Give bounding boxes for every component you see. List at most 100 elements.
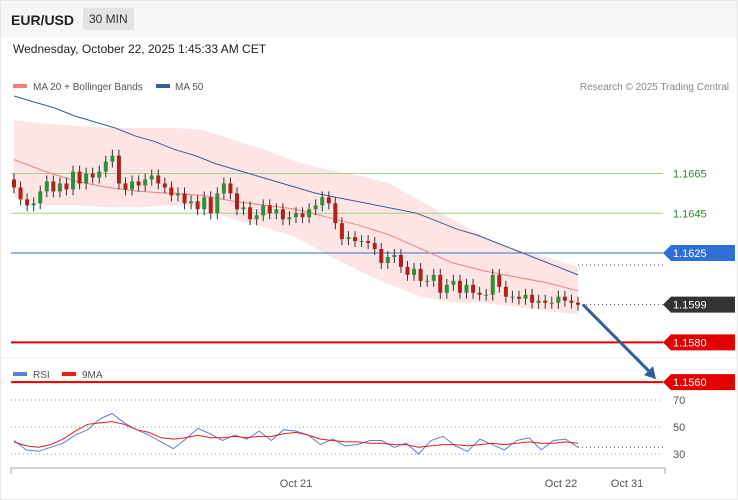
candle-body [241, 207, 246, 210]
ma20-legend-label: MA 20 + Bollinger Bands [33, 82, 143, 93]
candle-body [405, 266, 410, 275]
candle-body [130, 181, 135, 190]
candle-body [510, 296, 515, 298]
x-tick-label: Oct 31 [611, 478, 643, 490]
candle-body [25, 199, 30, 206]
candle-body [18, 187, 23, 200]
candle-body [274, 209, 279, 214]
forecast-arrow [581, 303, 656, 380]
candle-body [228, 183, 233, 194]
candle-body [234, 193, 239, 210]
candle-body [346, 237, 351, 240]
candle-body [97, 171, 102, 178]
candle-body [464, 284, 469, 293]
candle-body [569, 300, 574, 303]
x-axis: Oct 21 Oct 22 Oct 31 [10, 467, 666, 490]
candle-body [31, 203, 36, 206]
candle-body [536, 300, 541, 303]
candle-body [261, 205, 266, 216]
candle-body [175, 193, 180, 196]
rsi-panel: 70 50 30 [11, 395, 685, 461]
last-price-label: 1.1599 [673, 300, 707, 312]
candle-body [110, 155, 115, 162]
candle-body [51, 181, 56, 192]
forecast-arrow-shaft [581, 303, 653, 375]
candle-body [497, 274, 502, 287]
candle-body [136, 181, 141, 186]
candle-body [333, 203, 338, 224]
candle-body [549, 302, 554, 304]
candle-body [366, 241, 371, 244]
research-credit: Research © 2025 Trading Central [580, 82, 729, 93]
rsi-tick-30: 30 [673, 449, 685, 461]
rsi-legend: RSI 9MA [13, 370, 103, 381]
candle-body [326, 197, 331, 204]
candle-body [516, 296, 521, 299]
candle-body [471, 284, 476, 293]
chart-datetime: Wednesday, October 22, 2025 1:45:33 AM C… [13, 42, 267, 56]
candle-body [339, 223, 344, 240]
rsi-ma-swatch [62, 372, 76, 376]
candle-body [84, 173, 89, 184]
candle-body [71, 171, 76, 190]
candle-body [44, 181, 49, 192]
timeframe-badge[interactable]: 30 MIN [83, 8, 134, 30]
candle-body [182, 193, 187, 204]
candle-body [477, 292, 482, 295]
rsi-tick-50: 50 [673, 422, 685, 434]
price-legend: MA 20 + Bollinger Bands MA 50 Research ©… [13, 82, 729, 93]
candle-body [195, 201, 200, 210]
last-price-tag [663, 296, 735, 313]
candle-body [208, 197, 213, 214]
forecast-arrow-head [644, 366, 656, 380]
candle-body [313, 205, 318, 210]
candle-body [300, 213, 305, 218]
candle-body [556, 296, 561, 303]
pivot-label: 1.1625 [673, 248, 707, 260]
target-tag-4 [663, 334, 735, 351]
candle-body [490, 274, 495, 295]
candle-body [103, 161, 108, 172]
candle-body [64, 183, 69, 190]
candle-body [123, 183, 128, 190]
candles [12, 149, 580, 311]
candle-body [116, 155, 121, 184]
candle-body [562, 296, 567, 301]
candle-body [162, 183, 167, 188]
candle-body [169, 187, 174, 196]
candle-body [90, 173, 95, 178]
candle-body [359, 241, 364, 243]
ma20-swatch [13, 84, 27, 88]
resistance-label-0: 1.1665 [673, 169, 707, 181]
candle-body [156, 175, 161, 184]
candle-body [444, 284, 449, 293]
candle-body [254, 215, 259, 220]
rsi-tick-70: 70 [673, 395, 685, 407]
candle-body [372, 243, 377, 250]
candle-body [425, 280, 430, 282]
candle-body [294, 213, 298, 218]
candle-body [438, 274, 443, 293]
candle-body [543, 300, 548, 303]
candle-body [57, 183, 62, 192]
ma50-legend-label: MA 50 [175, 82, 204, 93]
candle-body [379, 249, 384, 263]
x-tick-label: Oct 22 [545, 478, 577, 490]
symbol-label: EUR/USD [11, 12, 75, 28]
candle-body [353, 237, 358, 242]
candle-body [484, 294, 489, 296]
candle-body [189, 201, 194, 204]
rsi-legend-label: RSI [33, 370, 50, 381]
candle-body [320, 197, 325, 206]
ma50-line [13, 95, 579, 276]
candle-body [398, 255, 403, 267]
candle-body [77, 171, 82, 184]
candle-body [248, 207, 253, 220]
candle-body [457, 280, 462, 293]
candle-body [267, 205, 272, 214]
candle-body [503, 286, 508, 297]
candle-body [280, 209, 285, 220]
candle-body [412, 268, 417, 275]
candle-body [418, 268, 423, 281]
price-level-labels: 1.1665 1.1645 1.1625 1.1599 1.1580 1.1560 [663, 169, 735, 391]
